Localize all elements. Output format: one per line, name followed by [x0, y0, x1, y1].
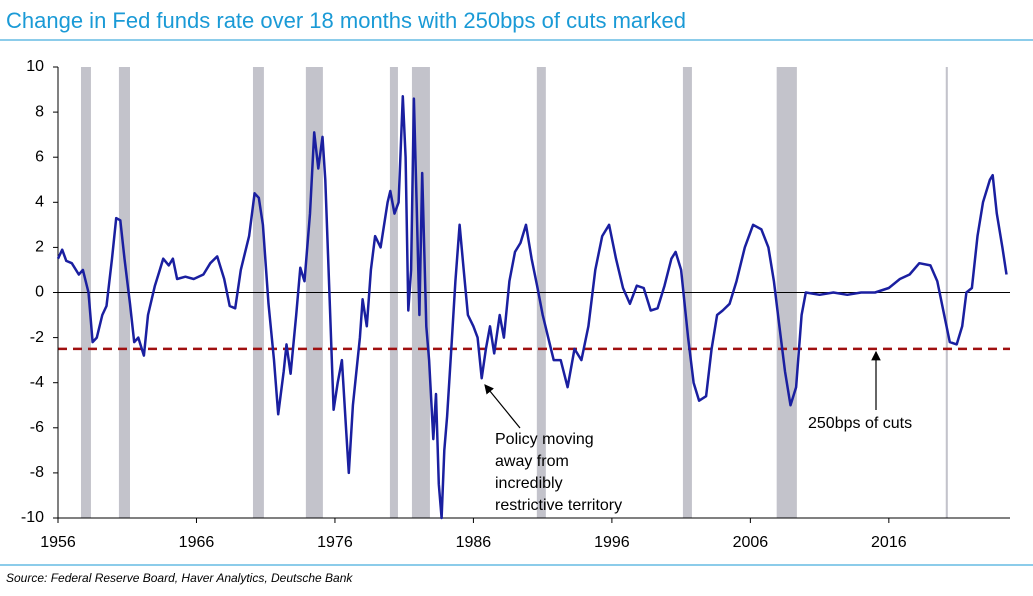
annotation-text: 250bps of cuts — [808, 415, 912, 432]
y-tick-label: 4 — [35, 194, 44, 211]
source: Source: Federal Reserve Board, Haver Ana… — [6, 571, 353, 585]
y-tick-label: -8 — [30, 464, 44, 481]
x-tick-label: 2016 — [871, 534, 907, 551]
x-tick-label: 1986 — [456, 534, 492, 551]
x-tick-label: 1996 — [594, 534, 630, 551]
x-tick-label: 2006 — [733, 534, 769, 551]
y-tick-label: 2 — [35, 239, 44, 256]
y-tick-label: -4 — [30, 374, 44, 391]
annotation-text: incredibly — [495, 475, 563, 492]
annotation-text: Policy moving — [495, 431, 594, 448]
annotation-text: away from — [495, 453, 569, 470]
y-tick-label: -2 — [30, 329, 44, 346]
x-tick-label: 1976 — [317, 534, 353, 551]
annotation-text: restrictive territory — [495, 497, 622, 514]
y-tick-label: -10 — [21, 509, 44, 526]
y-tick-label: 0 — [35, 284, 44, 301]
chart-title: Change in Fed funds rate over 18 months … — [6, 8, 686, 33]
annotation-arrow — [484, 384, 521, 429]
x-tick-label: 1956 — [40, 534, 76, 551]
y-tick-label: 10 — [26, 58, 44, 75]
y-tick-label: 6 — [35, 148, 44, 165]
y-tick-label: -6 — [30, 419, 44, 436]
x-tick-label: 1966 — [179, 534, 215, 551]
y-tick-label: 8 — [35, 103, 44, 120]
data-line — [56, 95, 1008, 520]
